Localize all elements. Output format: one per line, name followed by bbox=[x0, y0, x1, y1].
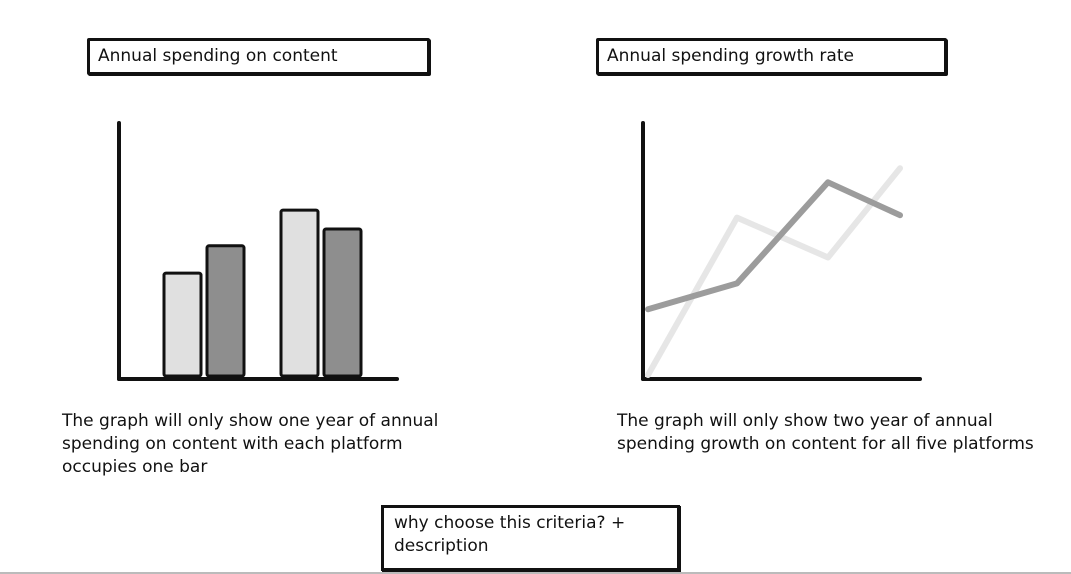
criteria-note-box: why choose this criteria? + description bbox=[381, 505, 680, 571]
bar-group-2-series-2 bbox=[322, 227, 363, 378]
bar-chart bbox=[117, 121, 399, 381]
line-chart bbox=[641, 121, 922, 381]
bar-group-1-series-2 bbox=[205, 244, 246, 378]
right-chart-description: The graph will only show two year of ann… bbox=[617, 411, 1034, 454]
left-chart-title: Annual spending on content bbox=[87, 38, 430, 75]
divider bbox=[0, 572, 1071, 574]
line-series-2 bbox=[645, 179, 903, 313]
right-chart-title: Annual spending growth rate bbox=[596, 38, 947, 75]
bar-group-1-series-1 bbox=[162, 271, 203, 378]
bar-group-2-series-1 bbox=[279, 208, 320, 378]
left-chart-description: The graph will only show one year of ann… bbox=[62, 411, 439, 477]
